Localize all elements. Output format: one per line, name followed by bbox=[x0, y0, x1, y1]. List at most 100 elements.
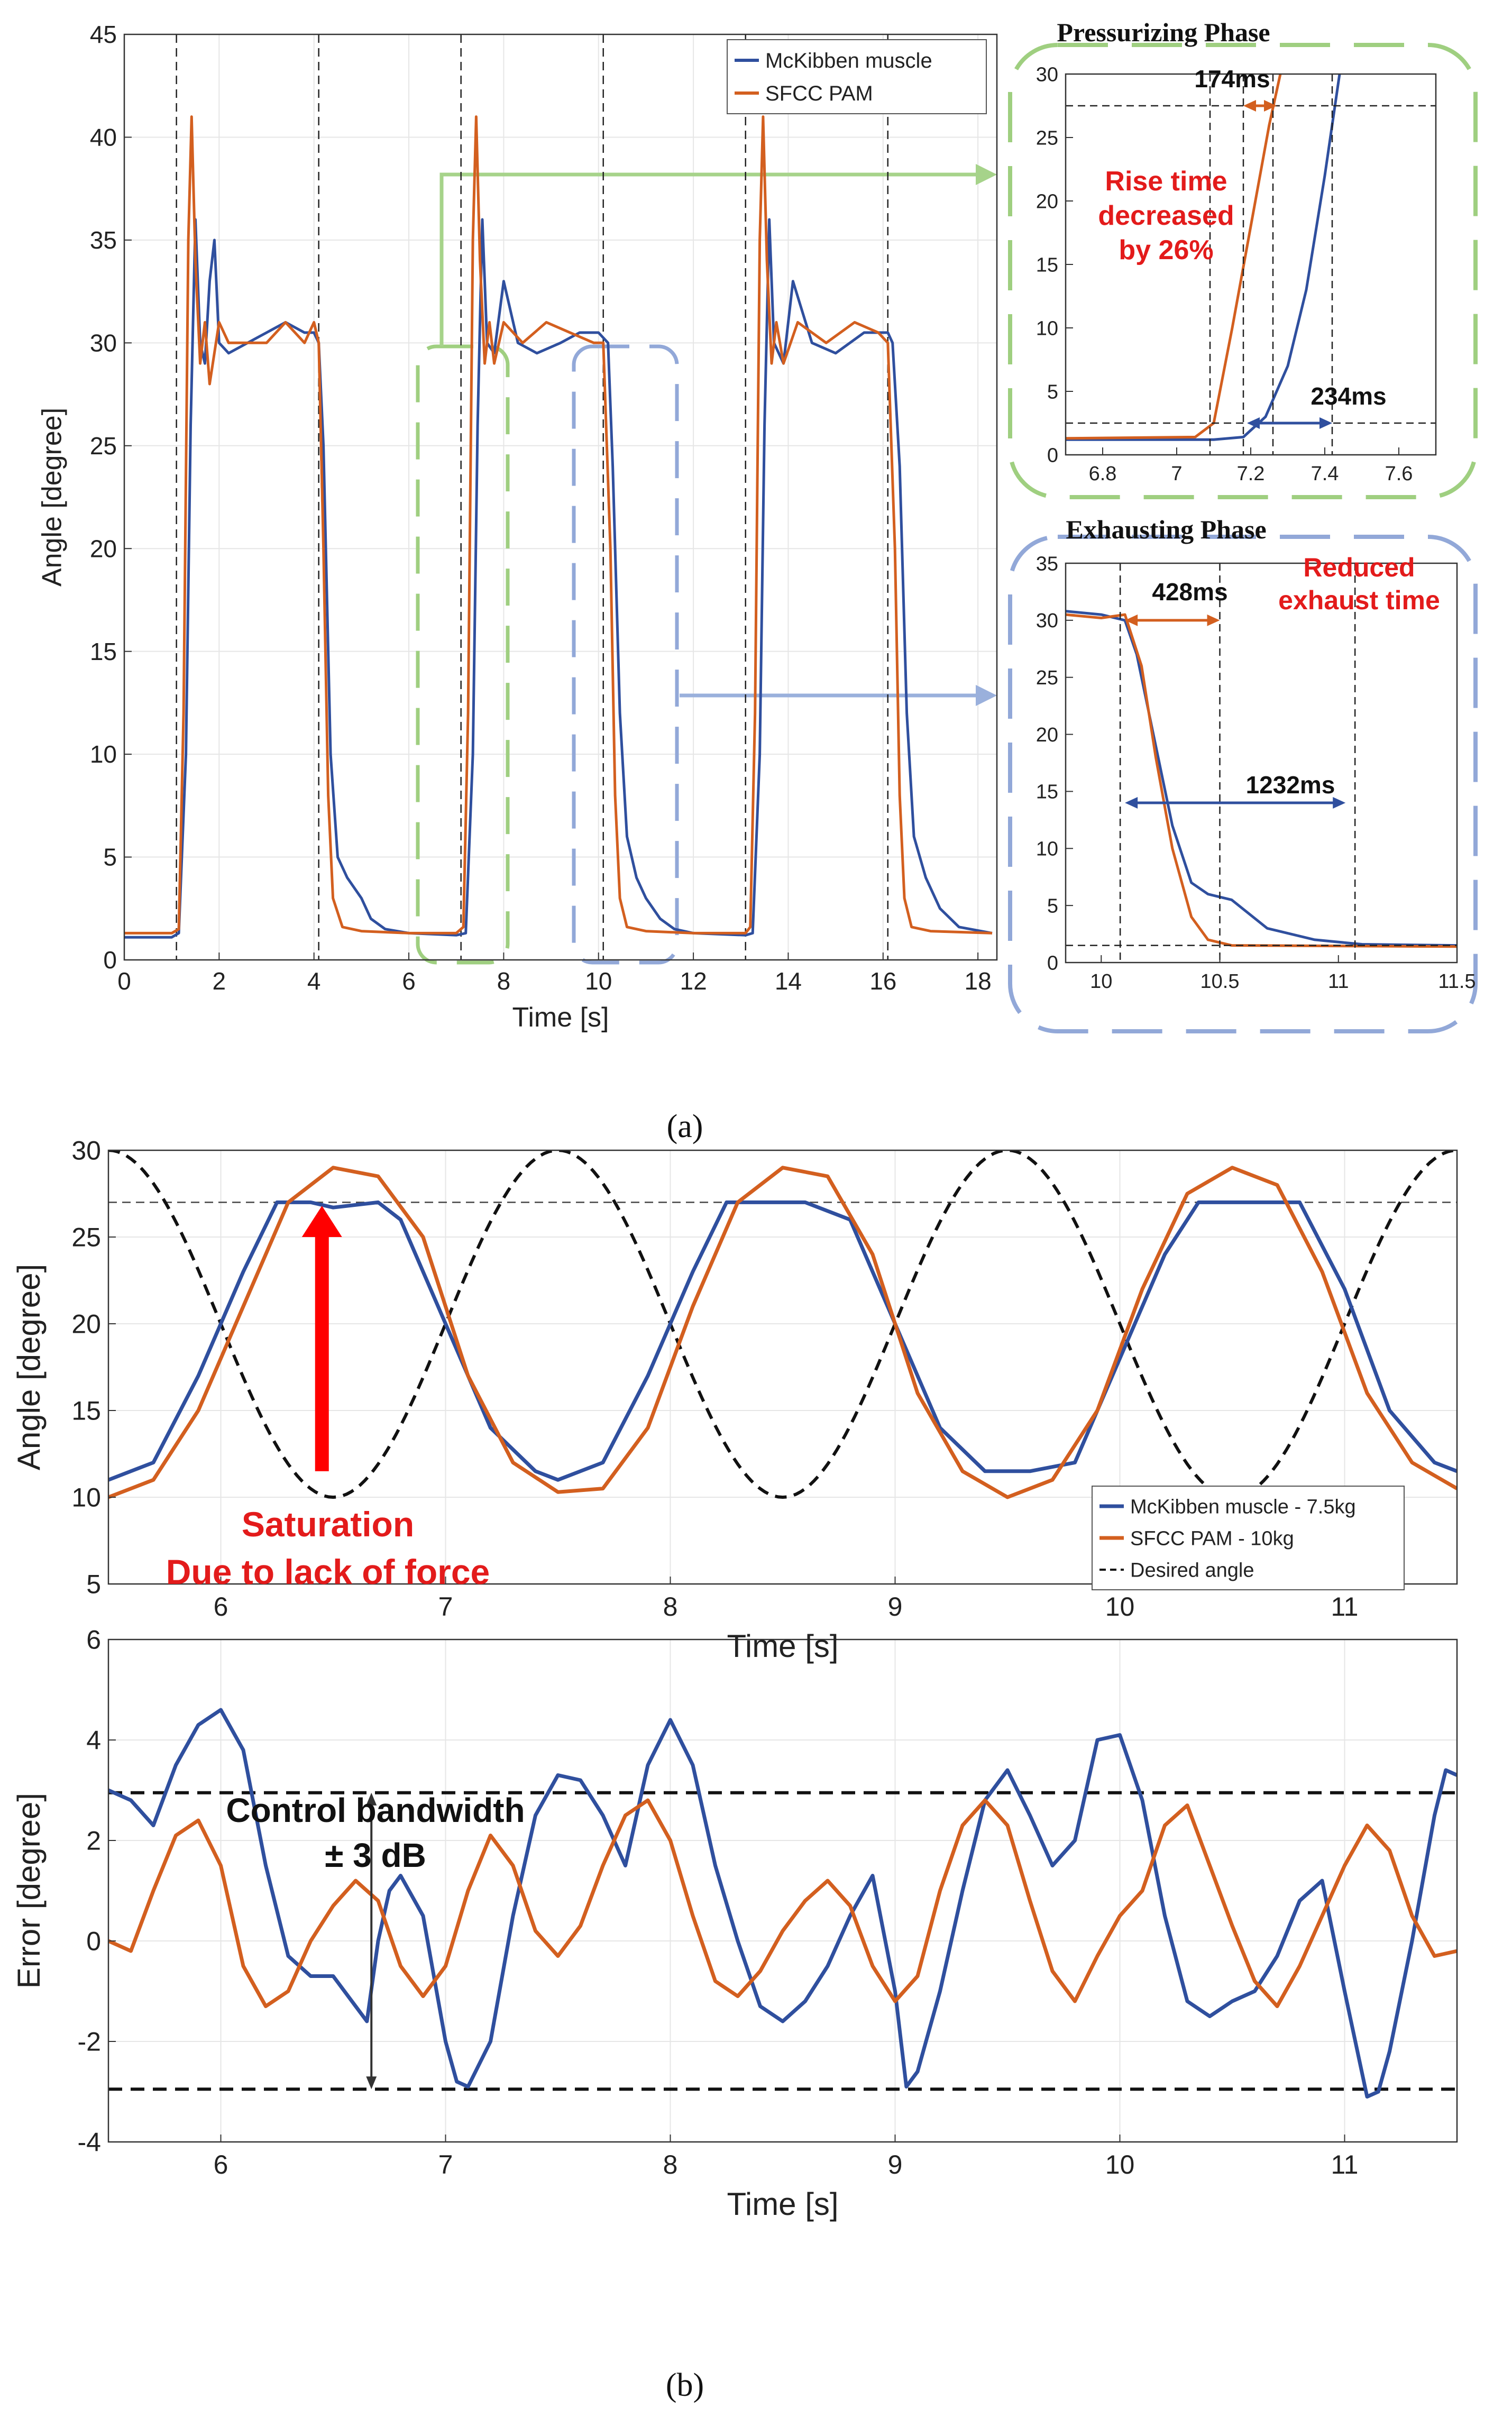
bandwidth-arrow-head-top bbox=[366, 1792, 377, 1806]
annotation-control-bandwidth: Control bandwidth bbox=[226, 1791, 525, 1829]
exhausting-arrow-1232ms-head-left bbox=[1125, 797, 1138, 809]
green-highlight-box-main bbox=[416, 344, 510, 965]
a_inset_exhausting-ytick-label-0: 0 bbox=[1047, 952, 1058, 974]
b_angle-ytick-label-4: 25 bbox=[71, 1223, 101, 1252]
a_inset_pressurizing-xtick-label-2: 7.2 bbox=[1237, 463, 1265, 485]
pressurizing-arrow-174ms-head-right bbox=[1264, 100, 1277, 112]
a_inset_pressurizing-xtick-label-1: 7 bbox=[1171, 463, 1182, 485]
pressurizing-arrow-234ms-head-left bbox=[1247, 417, 1260, 429]
b_angle-xtick-label-5: 11 bbox=[1331, 1592, 1359, 1622]
a_main-xtick-label-5: 10 bbox=[585, 967, 612, 995]
b_error-ytick-label-3: 2 bbox=[86, 1826, 101, 1856]
b_error-ytick-label-5: 6 bbox=[86, 1625, 101, 1655]
annotation-1232ms: 1232ms bbox=[1246, 771, 1335, 799]
b_error-series-sfcc-line bbox=[108, 1798, 1457, 2008]
a_inset_exhausting-ytick-label-7: 35 bbox=[1036, 553, 1058, 575]
a_inset_exhausting-plot-bg bbox=[1066, 563, 1457, 963]
b_error-xlabel: Time [s] bbox=[727, 2186, 838, 2222]
blue-highlight-box-main bbox=[572, 344, 679, 965]
b_error-xtick-label-4: 10 bbox=[1105, 2150, 1135, 2179]
b_angle-series-sfcc-line bbox=[108, 1166, 1457, 1499]
a_main-xtick-label-8: 16 bbox=[869, 967, 896, 995]
bandwidth-arrow-head-bottom bbox=[366, 2076, 377, 2090]
highlight-boxes-layer bbox=[416, 43, 1478, 1033]
annotation-234ms: 234ms bbox=[1311, 382, 1386, 410]
pressurizing-arrow-234ms-head-right bbox=[1319, 417, 1332, 429]
blue-inset-frame bbox=[1008, 535, 1478, 1033]
b_error-frame bbox=[107, 1638, 1458, 2143]
a_inset_pressurizing-series-sfcc-line bbox=[1066, 74, 1282, 440]
b_error-ytick-label-4: 4 bbox=[86, 1726, 101, 1755]
axes-frames-layer bbox=[107, 33, 1458, 2143]
b_angle-frame bbox=[107, 1149, 1458, 1585]
a_main-xtick-label-1: 2 bbox=[213, 967, 226, 995]
a_main-ytick-label-8: 40 bbox=[90, 124, 117, 151]
exhausting-arrow-428ms-head-left bbox=[1125, 614, 1138, 626]
b_angle-xtick-label-0: 6 bbox=[214, 1592, 228, 1622]
annotation-rise-time: Rise time bbox=[1105, 166, 1227, 197]
caption-a: (a) bbox=[667, 1109, 703, 1144]
blue-connector-arrowhead bbox=[976, 685, 997, 706]
a_inset_pressurizing-ytick-label-0: 0 bbox=[1047, 444, 1058, 466]
b_angle-xlabel: Time [s] bbox=[727, 1628, 838, 1664]
a_inset_pressurizing-ytick-label-6: 30 bbox=[1036, 63, 1058, 86]
annotation-exhaust-time: exhaust time bbox=[1278, 585, 1440, 615]
a_inset_pressurizing-ytick-label-3: 15 bbox=[1036, 254, 1058, 276]
a_inset_exhausting-xtick-label-0: 10 bbox=[1090, 970, 1112, 993]
a_inset_pressurizing-ytick-label-1: 5 bbox=[1047, 381, 1058, 403]
a_main-xlabel: Time [s] bbox=[512, 1002, 609, 1033]
b_angle-ytick-label-0: 5 bbox=[86, 1570, 101, 1599]
a_main-xtick-label-7: 14 bbox=[775, 967, 802, 995]
b_angle-ytick-label-1: 10 bbox=[71, 1483, 101, 1513]
pressurizing-arrow-174ms-head-left bbox=[1243, 100, 1256, 112]
a_inset_exhausting-ytick-label-4: 20 bbox=[1036, 724, 1058, 746]
a_main-xtick-label-6: 12 bbox=[680, 967, 707, 995]
inset-title-exhausting: Exhausting Phase bbox=[1066, 515, 1266, 544]
a_main-xtick-label-9: 18 bbox=[965, 967, 992, 995]
b_angle-xtick-label-4: 10 bbox=[1105, 1592, 1135, 1622]
b_angle-xtick-label-3: 9 bbox=[888, 1592, 903, 1622]
b_error-xtick-label-0: 6 bbox=[214, 2150, 228, 2179]
b_error-ytick-label-0: -4 bbox=[78, 2128, 101, 2157]
green-inset-frame bbox=[1008, 43, 1478, 499]
b_error-xtick-label-5: 11 bbox=[1331, 2150, 1359, 2179]
annotation-by-26: by 26% bbox=[1119, 235, 1213, 265]
a_inset_pressurizing-ytick-label-5: 25 bbox=[1036, 127, 1058, 149]
a-main-legend-label-0: McKibben muscle bbox=[765, 49, 932, 72]
b_error-xtick-label-2: 8 bbox=[663, 2150, 678, 2179]
b-angle-legend-label-0: McKibben muscle - 7.5kg bbox=[1130, 1496, 1356, 1518]
a_main-ytick-label-5: 25 bbox=[90, 432, 117, 460]
annotation-decreased: decreased bbox=[1098, 200, 1234, 231]
green-connector-arrowhead bbox=[976, 164, 997, 185]
b_error-xtick-label-1: 7 bbox=[438, 2150, 453, 2179]
saturation-arrow-head bbox=[301, 1205, 342, 1237]
a_main-ytick-label-2: 10 bbox=[90, 740, 117, 768]
annotation-saturation: Saturation bbox=[242, 1505, 414, 1544]
b_angle-ylabel: Angle [degree] bbox=[11, 1264, 47, 1470]
b-angle-legend-label-2: Desired angle bbox=[1130, 1559, 1254, 1581]
a_inset_exhausting-series-mckibben-line bbox=[1066, 610, 1457, 947]
b_error-ylabel: Error [degree] bbox=[11, 1793, 47, 1989]
green-connector-arrow bbox=[439, 172, 986, 346]
exhausting-arrow-428ms-head-right bbox=[1207, 614, 1220, 626]
annotation-reduced: Reduced bbox=[1303, 553, 1415, 582]
a_main-series-sfcc-line bbox=[124, 115, 993, 935]
a_inset_exhausting-ytick-label-5: 25 bbox=[1036, 667, 1058, 689]
a_main-ylabel: Angle [degree] bbox=[36, 408, 67, 587]
a_main-ytick-label-6: 30 bbox=[90, 329, 117, 356]
b_angle-series-mckibben-line bbox=[108, 1200, 1457, 1482]
a_inset_exhausting-ytick-label-1: 5 bbox=[1047, 895, 1058, 917]
b_angle-ytick-label-2: 15 bbox=[71, 1396, 101, 1426]
a_inset_pressurizing-plot-bg bbox=[1066, 74, 1436, 455]
b_angle-xtick-label-1: 7 bbox=[438, 1592, 453, 1622]
a_inset_pressurizing-xtick-label-4: 7.6 bbox=[1385, 463, 1413, 485]
caption-b: (b) bbox=[666, 2367, 704, 2403]
a_inset_exhausting-xtick-label-1: 10.5 bbox=[1201, 970, 1240, 993]
a_main-xtick-label-2: 4 bbox=[307, 967, 321, 995]
a_main-series-mckibben-line bbox=[124, 218, 993, 939]
static-text-layer: Pressurizing Phase Exhausting Phase 174m… bbox=[166, 17, 1440, 2403]
a_inset_pressurizing-series-mckibben-line bbox=[1066, 74, 1341, 441]
a_inset_pressurizing-ytick-label-2: 10 bbox=[1036, 317, 1058, 340]
